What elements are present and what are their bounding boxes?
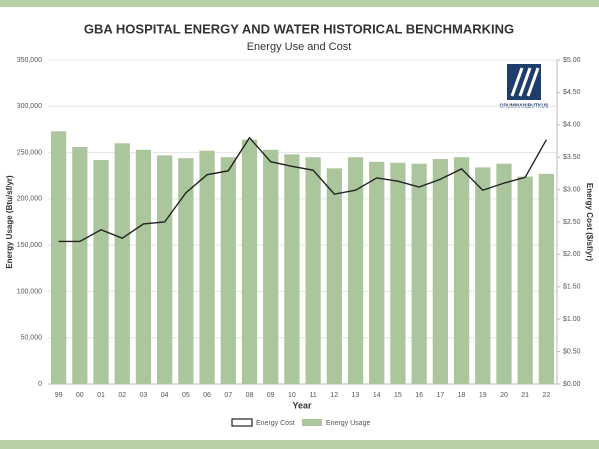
y2-tick-label: $3.00: [563, 186, 581, 193]
bar: [305, 157, 321, 384]
legend-item: Energy Cost: [231, 418, 295, 427]
y-axis-label: Energy Usage (Btu/sf/yr): [5, 175, 14, 269]
y2-tick-label: $0.50: [563, 348, 581, 355]
y-tick-label: 300,000: [17, 103, 42, 110]
y2-axis-label: Energy Cost ($/sf/yr): [585, 183, 594, 262]
bar: [347, 157, 364, 384]
y2-tick-label: $5.00: [563, 57, 581, 64]
bar: [220, 157, 236, 384]
y2-tick-label: $4.00: [563, 122, 581, 129]
legend-swatch: [231, 418, 253, 427]
x-tick-label: 11: [309, 392, 316, 399]
bar: [538, 173, 555, 384]
y2-tick-label: $4.50: [563, 89, 581, 96]
bar: [475, 167, 491, 384]
y-tick-label: 200,000: [17, 196, 42, 203]
x-tick-label: 00: [76, 392, 84, 399]
legend-label: Energy Cost: [256, 420, 295, 427]
logo: GRUMMAN|BUTKUS: [500, 64, 549, 109]
y2-tick-label: $1.50: [563, 284, 581, 291]
x-tick-label: 99: [55, 392, 63, 399]
x-tick-label: 07: [224, 392, 232, 399]
bar: [199, 150, 215, 384]
bar: [453, 157, 470, 384]
y2-tick-label: $1.00: [563, 316, 581, 323]
x-tick-label: 18: [458, 392, 466, 399]
x-tick-label: 17: [436, 392, 444, 399]
bottom-band: [0, 440, 599, 449]
y-tick-label: 100,000: [17, 288, 42, 295]
y-tick-label: 150,000: [17, 242, 42, 249]
legend-item: Energy Usage: [302, 419, 370, 427]
bar: [496, 163, 512, 384]
x-tick-label: 02: [118, 392, 126, 399]
bar: [157, 155, 173, 384]
bar: [517, 176, 533, 384]
y2-tick-label: $3.50: [563, 154, 581, 161]
x-tick-label: 21: [521, 392, 529, 399]
y2-tick-label: $2.00: [563, 251, 581, 258]
bar: [432, 159, 448, 384]
top-band: [0, 0, 599, 7]
chart-title: GBA HOSPITAL ENERGY AND WATER HISTORICAL…: [84, 21, 514, 36]
y-tick-label: 50,000: [21, 335, 43, 342]
x-tick-label: 14: [373, 392, 381, 399]
x-tick-label: 15: [394, 392, 402, 399]
x-tick-label: 09: [267, 392, 275, 399]
bar: [326, 168, 342, 384]
x-tick-label: 08: [246, 392, 254, 399]
bar: [369, 161, 385, 384]
y-tick-label: 0: [38, 381, 42, 388]
grid: [48, 59, 557, 385]
bar: [93, 159, 109, 384]
bar: [411, 163, 427, 384]
x-tick-label: 01: [97, 392, 105, 399]
line: [58, 136, 548, 243]
x-tick-label: 04: [161, 392, 169, 399]
x-tick-label: 10: [288, 392, 296, 399]
x-tick-label: 22: [542, 392, 550, 399]
chart-subtitle: Energy Use and Cost: [247, 41, 352, 53]
bar: [263, 149, 279, 384]
x-tick-label: 03: [140, 392, 148, 399]
y2-tick-label: $2.50: [563, 219, 581, 226]
x-tick-label: 16: [415, 392, 423, 399]
bar: [390, 162, 406, 384]
bar: [284, 154, 300, 384]
legend-swatch: [302, 419, 322, 426]
bar: [72, 147, 88, 384]
legend-label: Energy Usage: [326, 420, 370, 427]
x-tick-label: 19: [479, 392, 487, 399]
x-tick-label: 13: [352, 392, 360, 399]
bar: [50, 131, 67, 384]
x-tick-label: 12: [330, 392, 338, 399]
bar: [178, 158, 194, 384]
bar: [114, 143, 130, 384]
x-tick-label: 05: [182, 392, 190, 399]
y-tick-label: 250,000: [17, 149, 42, 156]
bar: [135, 149, 152, 384]
y-tick-label: 350,000: [17, 57, 42, 64]
x-axis-label: Year: [292, 400, 312, 410]
x-tick-label: 06: [203, 392, 211, 399]
bar: [241, 139, 258, 384]
x-tick-label: 20: [500, 392, 508, 399]
y2-tick-label: $0.00: [563, 381, 581, 388]
logo-stripes: [510, 67, 540, 97]
